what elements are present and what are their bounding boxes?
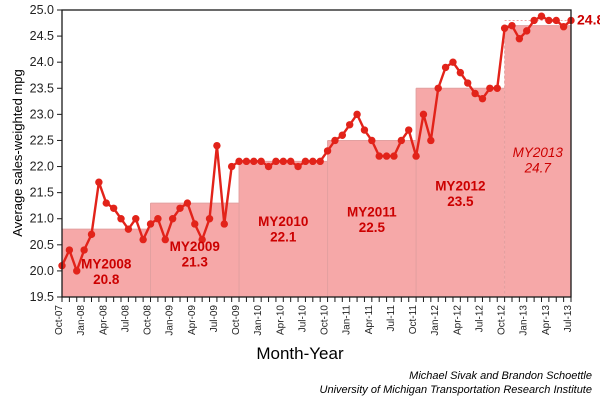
svg-text:22.0: 22.0 xyxy=(30,160,54,174)
svg-text:Apr-12: Apr-12 xyxy=(452,305,463,335)
svg-text:23.0: 23.0 xyxy=(30,107,54,121)
svg-text:21.5: 21.5 xyxy=(30,186,54,200)
svg-text:MY2012: MY2012 xyxy=(435,179,485,194)
svg-text:22.5: 22.5 xyxy=(30,133,54,147)
svg-text:Jan-09: Jan-09 xyxy=(165,305,176,336)
svg-text:Apr-08: Apr-08 xyxy=(98,305,109,335)
svg-text:Oct-12: Oct-12 xyxy=(497,305,508,335)
svg-text:Apr-09: Apr-09 xyxy=(187,305,198,335)
svg-text:Apr-13: Apr-13 xyxy=(541,305,552,335)
svg-text:MY2013: MY2013 xyxy=(513,145,564,160)
svg-text:25.0: 25.0 xyxy=(30,3,54,17)
svg-text:Oct-07: Oct-07 xyxy=(54,305,65,335)
svg-text:Jul-08: Jul-08 xyxy=(120,305,131,333)
svg-text:20.8: 20.8 xyxy=(93,272,120,287)
svg-text:23.5: 23.5 xyxy=(447,194,474,209)
svg-text:24.5: 24.5 xyxy=(30,29,54,43)
svg-text:MY2008: MY2008 xyxy=(81,257,132,272)
svg-text:19.5: 19.5 xyxy=(30,290,54,304)
svg-text:MY2011: MY2011 xyxy=(347,204,397,219)
svg-text:22.1: 22.1 xyxy=(270,230,297,245)
svg-text:Apr-11: Apr-11 xyxy=(364,305,375,335)
svg-text:Oct-11: Oct-11 xyxy=(408,305,419,335)
svg-text:Jul-09: Jul-09 xyxy=(209,305,220,333)
svg-text:21.0: 21.0 xyxy=(30,212,54,226)
svg-text:22.5: 22.5 xyxy=(359,220,386,235)
svg-text:20.5: 20.5 xyxy=(30,238,54,252)
svg-text:Jul-11: Jul-11 xyxy=(386,305,397,332)
svg-text:24.7: 24.7 xyxy=(524,161,552,176)
svg-text:24.0: 24.0 xyxy=(30,55,54,69)
svg-text:Jan-11: Jan-11 xyxy=(342,305,353,335)
svg-text:MY2010: MY2010 xyxy=(258,214,308,229)
svg-text:Jan-08: Jan-08 xyxy=(76,305,87,336)
svg-text:Jul-13: Jul-13 xyxy=(563,305,574,333)
svg-text:Oct-09: Oct-09 xyxy=(231,305,242,335)
svg-text:Jan-10: Jan-10 xyxy=(253,305,264,336)
svg-text:Oct-10: Oct-10 xyxy=(320,305,331,335)
svg-text:Apr-10: Apr-10 xyxy=(275,305,286,335)
svg-text:21.3: 21.3 xyxy=(182,254,209,269)
svg-text:24.8: 24.8 xyxy=(577,11,600,27)
svg-text:Jul-12: Jul-12 xyxy=(474,305,485,333)
svg-text:23.5: 23.5 xyxy=(30,81,54,95)
svg-text:Jan-12: Jan-12 xyxy=(430,305,441,336)
svg-text:Jan-13: Jan-13 xyxy=(519,305,530,336)
svg-text:20.0: 20.0 xyxy=(30,264,54,278)
svg-text:Jul-10: Jul-10 xyxy=(297,305,308,333)
svg-text:MY2009: MY2009 xyxy=(170,239,220,254)
svg-text:Oct-08: Oct-08 xyxy=(143,305,154,335)
